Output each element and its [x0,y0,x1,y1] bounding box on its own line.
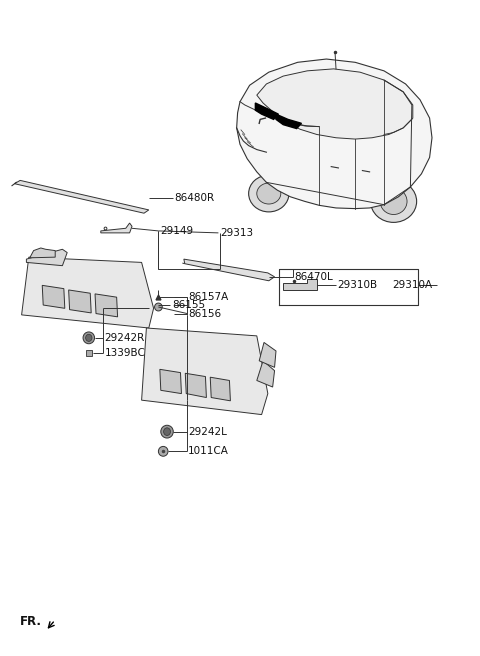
Polygon shape [101,223,132,233]
Text: 1339BC: 1339BC [105,348,145,358]
Polygon shape [42,285,65,308]
Polygon shape [237,59,432,209]
Text: 1011CA: 1011CA [188,446,229,457]
Polygon shape [95,294,118,317]
Polygon shape [283,279,317,290]
Ellipse shape [257,183,281,204]
Ellipse shape [161,425,173,438]
Polygon shape [257,361,275,387]
Text: 29313: 29313 [220,228,253,238]
Ellipse shape [164,428,170,436]
Polygon shape [257,69,413,139]
Polygon shape [184,259,275,281]
Text: 86157A: 86157A [188,291,228,302]
Polygon shape [276,114,301,129]
Ellipse shape [371,180,417,222]
Polygon shape [30,248,55,258]
Text: 86156: 86156 [188,308,221,319]
Text: 86470L: 86470L [294,272,333,282]
Polygon shape [210,377,230,401]
Text: 86480R: 86480R [174,193,215,203]
Polygon shape [259,342,276,367]
Ellipse shape [380,188,407,215]
Polygon shape [26,249,67,266]
Ellipse shape [85,335,92,341]
Text: 29310B: 29310B [337,280,377,291]
Ellipse shape [249,175,289,212]
Ellipse shape [155,303,162,311]
Ellipse shape [158,446,168,457]
Polygon shape [69,290,91,313]
Text: 29242R: 29242R [105,333,145,343]
Polygon shape [142,328,268,415]
Polygon shape [14,180,149,213]
Text: FR.: FR. [20,615,42,628]
Text: 86155: 86155 [172,300,205,310]
Text: 29310A: 29310A [393,280,433,291]
Polygon shape [185,373,206,398]
Polygon shape [255,103,278,119]
Text: 29149: 29149 [160,226,193,236]
Text: 29242L: 29242L [188,426,227,437]
Polygon shape [160,369,181,394]
Ellipse shape [83,332,95,344]
Polygon shape [22,257,154,328]
